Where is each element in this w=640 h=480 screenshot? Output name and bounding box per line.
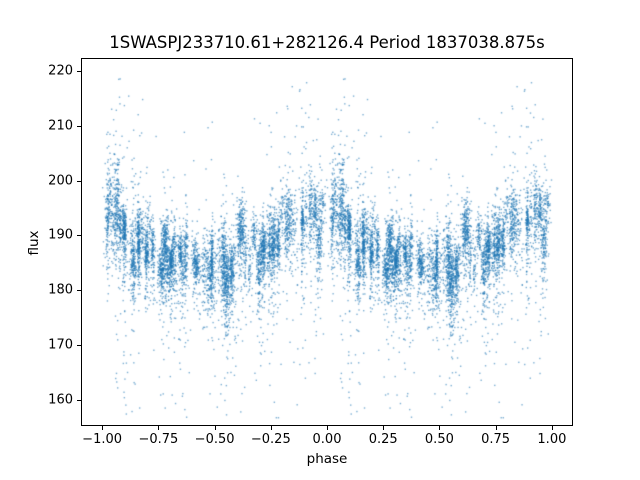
- y-tick-mark: [77, 125, 81, 127]
- x-tick-mark: [214, 426, 216, 430]
- x-tick-label: −0.50: [194, 432, 235, 447]
- x-tick-label: −0.25: [250, 432, 291, 447]
- x-tick-label: 0.25: [368, 432, 398, 447]
- x-tick-mark: [495, 426, 497, 430]
- y-tick-label: 190: [48, 227, 73, 243]
- y-tick-mark: [77, 290, 81, 292]
- x-tick-label: 1.00: [537, 432, 567, 447]
- y-tick-label: 180: [48, 282, 73, 298]
- x-tick-mark: [102, 426, 104, 430]
- x-tick-mark: [439, 426, 441, 430]
- y-tick-mark: [77, 400, 81, 402]
- y-tick-label: 210: [48, 118, 73, 134]
- x-tick-label: 0.75: [481, 432, 511, 447]
- x-tick-mark: [383, 426, 385, 430]
- y-tick-label: 170: [48, 337, 73, 353]
- x-tick-mark: [327, 426, 328, 430]
- x-tick-label: −0.75: [138, 432, 179, 447]
- x-tick-mark: [158, 426, 160, 430]
- x-tick-label: −1.00: [82, 432, 123, 447]
- y-tick-mark: [77, 180, 81, 182]
- x-tick-mark: [551, 426, 553, 430]
- y-tick-label: 160: [48, 392, 73, 408]
- x-tick-label: 0.50: [424, 432, 454, 447]
- y-tick-mark: [77, 345, 81, 347]
- x-tick-mark: [270, 426, 272, 430]
- y-tick-label: 200: [48, 173, 73, 188]
- y-tick-mark: [77, 235, 81, 237]
- y-tick-mark: [77, 70, 81, 72]
- x-tick-label: 0.00: [312, 432, 342, 447]
- y-tick-label: 220: [48, 63, 73, 79]
- plot-area: [81, 58, 573, 426]
